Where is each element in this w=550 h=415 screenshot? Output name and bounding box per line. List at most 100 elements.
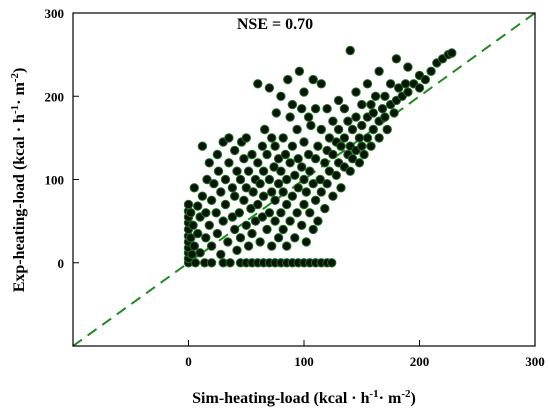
data-point [260,124,270,135]
data-point [382,124,392,135]
data-point [301,187,311,197]
data-point [282,174,292,185]
data-point [220,199,231,210]
data-point [339,133,350,143]
data-point [293,154,303,164]
data-point [303,112,314,122]
data-point [368,108,378,118]
data-point [255,237,265,247]
data-point [234,208,245,218]
data-point [380,91,390,102]
data-point [187,249,197,260]
data-point [227,212,238,222]
data-point [270,216,280,226]
data-point [247,228,257,239]
data-point [368,124,378,135]
data-point [324,133,335,143]
identity-reference-line [72,12,536,347]
data-point [204,158,215,168]
data-point [223,237,233,247]
data-point [313,141,323,151]
data-point [306,120,316,131]
data-point [243,241,254,251]
x-axis-label: Sim-heating-load (kcal · h-1· m-2) [192,388,416,407]
data-point [420,74,430,85]
data-point [310,195,321,206]
data-point [273,179,284,189]
data-point [299,87,309,97]
data-point [278,224,288,235]
y-tick-label: 200 [45,89,65,104]
data-point [299,137,309,147]
data-point [225,258,235,268]
data-point [186,208,196,218]
data-point [351,87,361,97]
y-axis-ticks: 0 100 200 300 [45,6,79,271]
data-point [322,179,332,189]
data-point [227,183,238,193]
y-axis-label-main: Exp-heating-load (kcal · h [11,114,28,292]
data-point [232,245,242,256]
data-point [239,195,249,206]
data-point [239,154,249,164]
data-point [235,233,246,243]
data-point [320,203,330,214]
data-point [305,208,315,218]
data-point [287,99,298,110]
data-point [283,74,293,85]
data-point [183,199,194,210]
data-point [280,149,291,160]
data-point [216,249,226,260]
data-point [278,187,288,197]
plot-area [72,12,536,347]
data-point [426,66,436,77]
data-point [293,183,303,193]
data-point [285,158,295,168]
data-point [230,145,240,156]
data-point [374,133,384,143]
data-point [213,166,224,176]
data-point [316,124,326,135]
y-axis-label: Exp-heating-load (kcal · h-1· m-2) [9,68,28,293]
data-point [362,133,373,143]
data-point [380,112,390,122]
data-point [270,195,280,206]
data-point [269,162,279,172]
y-axis-label-end: ) [11,68,28,73]
data-point [197,141,208,151]
data-point [273,154,284,164]
y-tick-label: 0 [58,256,65,271]
data-point [292,124,302,135]
x-axis-label-main: Sim-heating-load (kcal · h [192,390,369,407]
data-point [299,199,309,210]
data-point [305,166,315,176]
data-point [359,149,369,160]
data-point [320,158,330,168]
data-point [389,108,399,118]
data-point [262,224,272,235]
data-point [403,87,413,97]
data-point [206,241,217,251]
data-point [324,166,335,176]
data-point [294,66,305,77]
data-point [230,191,240,201]
x-tick-label: 200 [410,354,430,369]
data-point [366,141,376,151]
data-point [190,258,201,268]
data-point [328,191,338,201]
data-point [211,208,221,218]
data-point [250,216,261,226]
data-point [255,179,265,189]
data-point [212,228,223,239]
data-point [212,149,223,160]
data-point [292,208,302,218]
data-point [273,233,284,243]
data-point [262,149,272,160]
data-point [193,201,203,211]
data-point [322,104,332,114]
nse-annotation: NSE = 0.70 [237,16,313,33]
data-point [206,258,217,268]
data-point [243,166,254,176]
